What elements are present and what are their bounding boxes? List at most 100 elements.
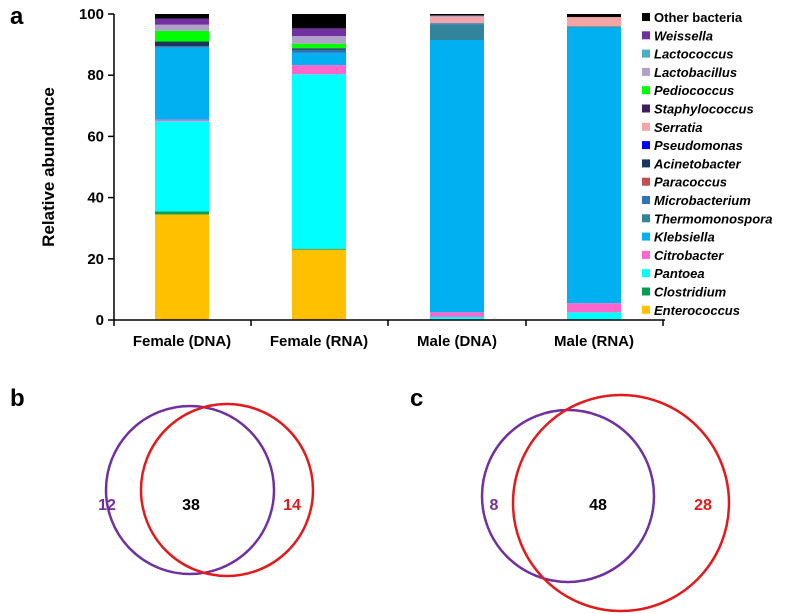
bar-segment-male-dna-lactobacillus bbox=[430, 15, 484, 18]
bar-segment-female-dna-pantoea bbox=[155, 121, 209, 212]
legend-swatch-clostridium bbox=[642, 287, 650, 296]
legend-label-citrobacter: Citrobacter bbox=[654, 248, 724, 263]
legend-swatch-microbacterium bbox=[642, 196, 650, 204]
bar-segment-female-dna-clostridium bbox=[155, 211, 209, 215]
bar-segment-male-dna-citrobacter bbox=[430, 312, 484, 317]
legend-swatch-paracoccus bbox=[642, 177, 650, 186]
bar-segment-female-dna-other-bacteria bbox=[155, 14, 209, 19]
legend-swatch-enterococcus bbox=[642, 305, 650, 314]
venn-c-left-circle bbox=[480, 408, 656, 584]
x-tick-label-male-dna: Male (DNA) bbox=[417, 333, 497, 350]
legend-swatch-pediococcus bbox=[642, 86, 650, 95]
x-tick-label-male-rna: Male (RNA) bbox=[554, 333, 634, 350]
panel-label-b: b bbox=[10, 385, 25, 412]
bar-segment-female-rna-citrobacter bbox=[292, 65, 346, 75]
bar-segment-female-dna-klebsiella bbox=[155, 47, 209, 120]
legend: Other bacteria Weissella Lactococcus Lactob… bbox=[642, 10, 772, 318]
bar-segment-male-rna-pantoea bbox=[567, 312, 621, 320]
venn-b-right-count: 14 bbox=[283, 497, 301, 514]
bar-segment-female-rna-weissella bbox=[292, 28, 346, 37]
legend-label-clostridium: Clostridium bbox=[654, 285, 727, 300]
legend-swatch-weissella bbox=[642, 31, 650, 40]
legend-swatch-pantoea bbox=[642, 269, 650, 278]
venn-diagram-b: 12 38 14 bbox=[98, 402, 315, 578]
bar-segment-female-dna-lactobacillus bbox=[155, 24, 209, 31]
y-axis-title: Relative abundance bbox=[39, 87, 58, 247]
bar-segment-female-rna-pediococcus bbox=[292, 43, 346, 49]
bar-segment-female-dna-citrobacter bbox=[155, 119, 209, 122]
y-tick-label: 80 bbox=[87, 67, 104, 84]
venn-diagram-c: 8 48 28 bbox=[480, 393, 731, 613]
bar-segment-female-rna-microbacterium bbox=[292, 49, 346, 53]
legend-label-pseudomonas: Pseudomonas bbox=[654, 138, 743, 153]
legend-swatch-lactobacillus bbox=[642, 67, 650, 76]
bar-segment-female-dna-weissella bbox=[155, 18, 209, 25]
legend-label-enterococcus: Enterococcus bbox=[654, 303, 740, 318]
y-tick-label: 40 bbox=[87, 190, 104, 207]
bar-segment-female-rna-lactobacillus bbox=[292, 36, 346, 44]
legend-swatch-klebsiella bbox=[642, 232, 650, 241]
bar-segment-female-rna-enterococcus bbox=[292, 249, 346, 320]
legend-swatch-pseudomonas bbox=[642, 141, 650, 150]
legend-label-acinetobacter: Acinetobacter bbox=[653, 156, 742, 171]
legend-label-thermomonospora: Thermomonospora bbox=[654, 211, 772, 226]
x-tick-label-female-rna: Female (RNA) bbox=[270, 333, 368, 350]
bar-segment-female-rna-other-bacteria bbox=[292, 14, 346, 29]
bar-segment-female-dna-microbacterium bbox=[155, 46, 209, 48]
legend-label-serratia: Serratia bbox=[654, 120, 702, 135]
y-tick-label: 0 bbox=[96, 312, 104, 329]
bar-segment-male-dna-other-bacteria bbox=[430, 14, 484, 16]
venn-b-overlap-count: 38 bbox=[182, 497, 200, 514]
bar-segment-female-rna-klebsiella bbox=[292, 52, 346, 66]
venn-c-overlap-count: 48 bbox=[589, 497, 607, 514]
legend-swatch-serratia bbox=[642, 122, 650, 131]
legend-label-klebsiella: Klebsiella bbox=[654, 230, 715, 245]
venn-b-left-count: 12 bbox=[98, 497, 116, 514]
bar-segment-male-rna-klebsiella bbox=[567, 27, 621, 304]
stacked-bar-chart: 0 20 40 60 80 100 Female (DNA) Female (RNA) Mal… bbox=[39, 6, 772, 350]
bar-segment-female-rna-pantoea bbox=[292, 74, 346, 249]
legend-label-pantoea: Pantoea bbox=[654, 266, 705, 281]
y-ticks: 0 20 40 60 80 100 bbox=[79, 6, 114, 329]
y-tick-label: 100 bbox=[79, 6, 104, 23]
bar-segment-female-rna-acinetobacter bbox=[292, 48, 346, 50]
venn-c-right-count: 28 bbox=[694, 497, 712, 514]
x-tick-label-female-dna: Female (DNA) bbox=[133, 333, 231, 350]
legend-label-paracoccus: Paracoccus bbox=[654, 175, 727, 190]
legend-swatch-acinetobacter bbox=[642, 159, 650, 168]
bar-segment-male-rna-other-bacteria bbox=[567, 14, 621, 18]
bars bbox=[155, 14, 621, 320]
legend-swatch-citrobacter bbox=[642, 250, 650, 259]
legend-label-lactococcus: Lactococcus bbox=[654, 47, 733, 62]
bar-segment-male-dna-microbacterium bbox=[430, 23, 484, 25]
bar-segment-female-rna-clostridium bbox=[292, 248, 346, 250]
legend-swatch-staphylococcus bbox=[642, 104, 650, 113]
bar-segment-male-dna-serratia bbox=[430, 17, 484, 24]
bar-segment-female-dna-acinetobacter bbox=[155, 41, 209, 47]
legend-label-microbacterium: Microbacterium bbox=[654, 193, 751, 208]
bar-segment-male-rna-serratia bbox=[567, 17, 621, 27]
bar-segment-male-rna-thermomonospora bbox=[567, 26, 621, 28]
venn-b-right-circle bbox=[139, 402, 315, 578]
y-tick-label: 60 bbox=[87, 128, 104, 145]
bar-segment-male-dna-klebsiella bbox=[430, 40, 484, 313]
bar-segment-female-dna-pediococcus bbox=[155, 30, 209, 42]
legend-label-pediococcus: Pediococcus bbox=[654, 83, 734, 98]
legend-label-weissella: Weissella bbox=[654, 28, 713, 43]
venn-c-left-count: 8 bbox=[490, 497, 499, 514]
bar-segment-male-rna-citrobacter bbox=[567, 303, 621, 313]
bar-segment-female-dna-enterococcus bbox=[155, 214, 209, 320]
legend-label-staphylococcus: Staphylococcus bbox=[654, 102, 754, 117]
venn-b-left-circle bbox=[104, 404, 276, 576]
legend-label-lactobacillus: Lactobacillus bbox=[654, 65, 737, 80]
legend-swatch-lactococcus bbox=[642, 49, 650, 58]
legend-swatch-thermomonospora bbox=[642, 214, 650, 223]
legend-swatch-other-bacteria bbox=[642, 13, 650, 21]
x-ticks: Female (DNA) Female (RNA) Male (DNA) Male (… bbox=[113, 320, 664, 350]
bar-segment-male-dna-pantoea bbox=[430, 316, 484, 320]
panel-label-a: a bbox=[10, 3, 24, 30]
y-tick-label: 20 bbox=[87, 251, 104, 268]
legend-label-other-bacteria: Other bacteria bbox=[654, 10, 743, 25]
bar-segment-male-dna-thermomonospora bbox=[430, 24, 484, 41]
